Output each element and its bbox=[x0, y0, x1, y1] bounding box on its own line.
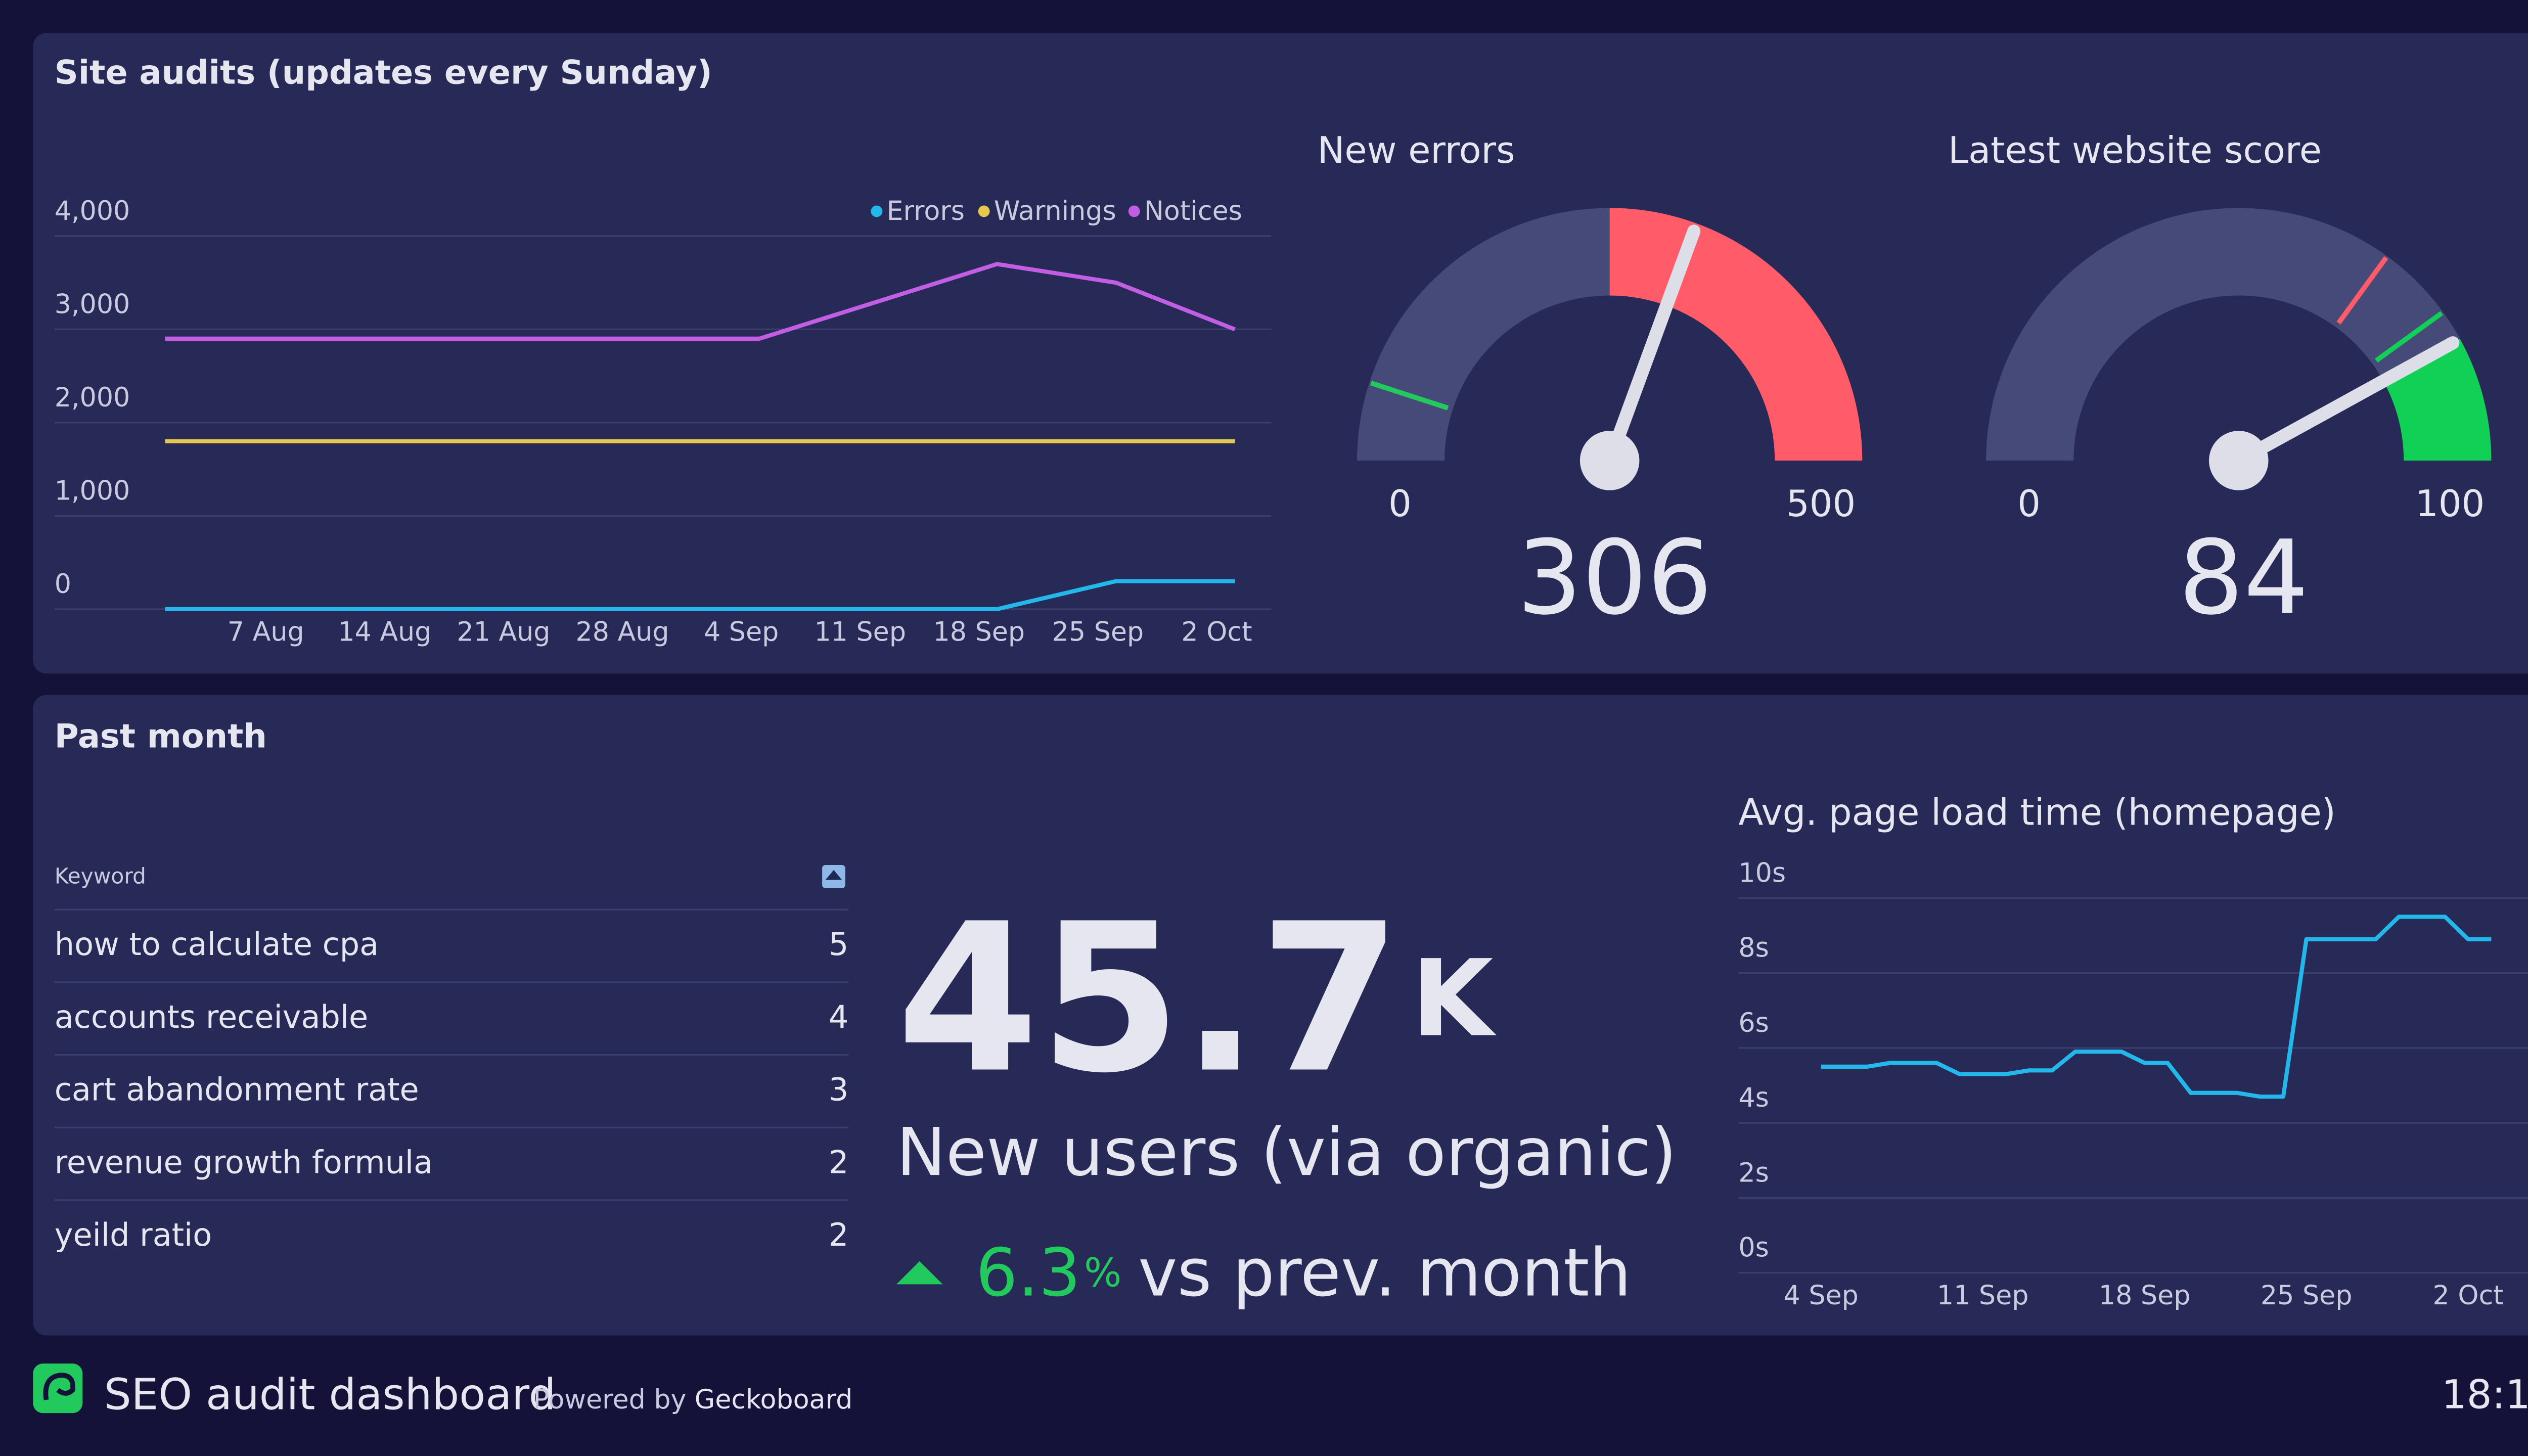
change-unit: % bbox=[1084, 1250, 1121, 1296]
keyword: how to calculate cpa bbox=[55, 926, 379, 963]
keyword-count: 3 bbox=[829, 1071, 848, 1108]
legend-label: Errors bbox=[886, 196, 965, 226]
gauge-marker bbox=[2374, 311, 2444, 363]
x-tick-label: 11 Sep bbox=[1937, 1281, 2029, 1311]
comparison: vs prev. month bbox=[1138, 1235, 1631, 1311]
line bbox=[1821, 915, 2492, 1099]
gauge-marker bbox=[1370, 380, 1449, 411]
change-value: 6.3 bbox=[976, 1235, 1081, 1311]
y-tick-label: 3,000 bbox=[55, 289, 130, 320]
gauge-title: Latest website score bbox=[1948, 129, 2322, 171]
panel-title: Site audits (updates every Sunday) bbox=[55, 54, 712, 92]
gauge-marker bbox=[2336, 256, 2388, 325]
keyword: accounts receivable bbox=[55, 998, 368, 1035]
kpi-change: 6.3% vs prev. month bbox=[976, 1235, 1631, 1311]
trend-arrow bbox=[896, 1261, 943, 1285]
x-tick-label: 2 Oct bbox=[1181, 617, 1252, 648]
gauge-title: New errors bbox=[1318, 129, 1515, 171]
x-tick-label: 25 Sep bbox=[1052, 617, 1144, 648]
brand: Geckoboard bbox=[695, 1385, 853, 1415]
x-tick-label: 21 Aug bbox=[457, 617, 550, 648]
y-tick-label: 4s bbox=[1738, 1083, 1769, 1113]
clock: 18:10 bbox=[2442, 1372, 2528, 1418]
panel-title: Past month bbox=[55, 717, 267, 755]
legend-label: Warnings bbox=[994, 196, 1116, 226]
kpi: 45.7 K bbox=[896, 880, 1497, 1118]
keyword-count: 5 bbox=[829, 926, 848, 963]
keyword-count: 2 bbox=[829, 1216, 848, 1253]
gauge-min: 0 bbox=[2017, 482, 2041, 525]
gauge-hub bbox=[1579, 431, 1640, 490]
y-tick-label: 10s bbox=[1738, 858, 1786, 888]
legend-marker bbox=[978, 205, 990, 217]
panel bbox=[33, 695, 2528, 1336]
y-tick-label: 0s bbox=[1738, 1233, 1769, 1263]
y-tick-label: 6s bbox=[1738, 1008, 1769, 1038]
keyword-count: 4 bbox=[829, 998, 848, 1035]
chart-title: Avg. page load time (homepage) bbox=[1738, 791, 2335, 834]
x-tick-label: 18 Sep bbox=[933, 617, 1025, 648]
legend-marker bbox=[871, 205, 883, 217]
gauge-band bbox=[1609, 208, 1863, 462]
y-tick-label: 2s bbox=[1738, 1158, 1769, 1188]
x-tick-label: 14 Aug bbox=[338, 617, 431, 648]
footer-title: SEO audit dashboard bbox=[104, 1370, 556, 1420]
x-tick-label: 28 Aug bbox=[575, 617, 669, 648]
x-tick-label: 18 Sep bbox=[2099, 1281, 2191, 1311]
legend-label: Notices bbox=[1144, 196, 1242, 226]
table-header: Keyword bbox=[55, 864, 146, 889]
y-tick-label: 2,000 bbox=[55, 383, 130, 413]
panel bbox=[33, 33, 2528, 674]
gauge-band bbox=[2383, 339, 2492, 462]
y-tick-label: 1,000 bbox=[55, 476, 130, 506]
y-tick-label: 4,000 bbox=[55, 196, 130, 226]
table: how to calculate cpa 5 accounts receivable… bbox=[55, 908, 849, 1253]
powered-by: Powered by bbox=[533, 1385, 687, 1415]
x-tick-label: 4 Sep bbox=[1783, 1281, 1858, 1311]
gauge-min: 0 bbox=[1388, 482, 1412, 525]
sort-arrow bbox=[825, 870, 842, 880]
kpi-label: New users (via organic) bbox=[896, 1114, 1677, 1191]
x-tick-label: 2 Oct bbox=[2433, 1281, 2504, 1311]
gauge-hub bbox=[2208, 431, 2269, 490]
logo-mark bbox=[43, 1373, 75, 1400]
x-tick-label: 7 Aug bbox=[228, 617, 304, 648]
x-tick-label: 4 Sep bbox=[704, 617, 779, 648]
line bbox=[165, 262, 1236, 341]
gauge-needle bbox=[2232, 336, 2460, 468]
footer-credit: Powered by Geckoboard bbox=[533, 1385, 853, 1415]
keyword: revenue growth formula bbox=[55, 1144, 433, 1180]
gauge-value: 306 bbox=[1517, 518, 1712, 638]
gauge-value: 84 bbox=[2179, 518, 2309, 638]
kpi-value: 45.7 bbox=[896, 880, 1402, 1118]
gauge-max: 500 bbox=[1786, 482, 1856, 525]
gauge-needle bbox=[1603, 224, 1701, 468]
gauge-max: 100 bbox=[2415, 482, 2485, 525]
x-tick-label: 25 Sep bbox=[2261, 1281, 2353, 1311]
legend-marker bbox=[1128, 205, 1140, 217]
y-tick-label: 0 bbox=[55, 569, 71, 600]
keyword-count: 2 bbox=[829, 1144, 848, 1180]
keyword: cart abandonment rate bbox=[55, 1071, 419, 1108]
y-tick-label: 8s bbox=[1738, 933, 1769, 964]
x-tick-label: 11 Sep bbox=[814, 617, 906, 648]
keyword: yeild ratio bbox=[55, 1216, 212, 1253]
line bbox=[165, 579, 1235, 611]
kpi-suffix: K bbox=[1412, 937, 1497, 1060]
